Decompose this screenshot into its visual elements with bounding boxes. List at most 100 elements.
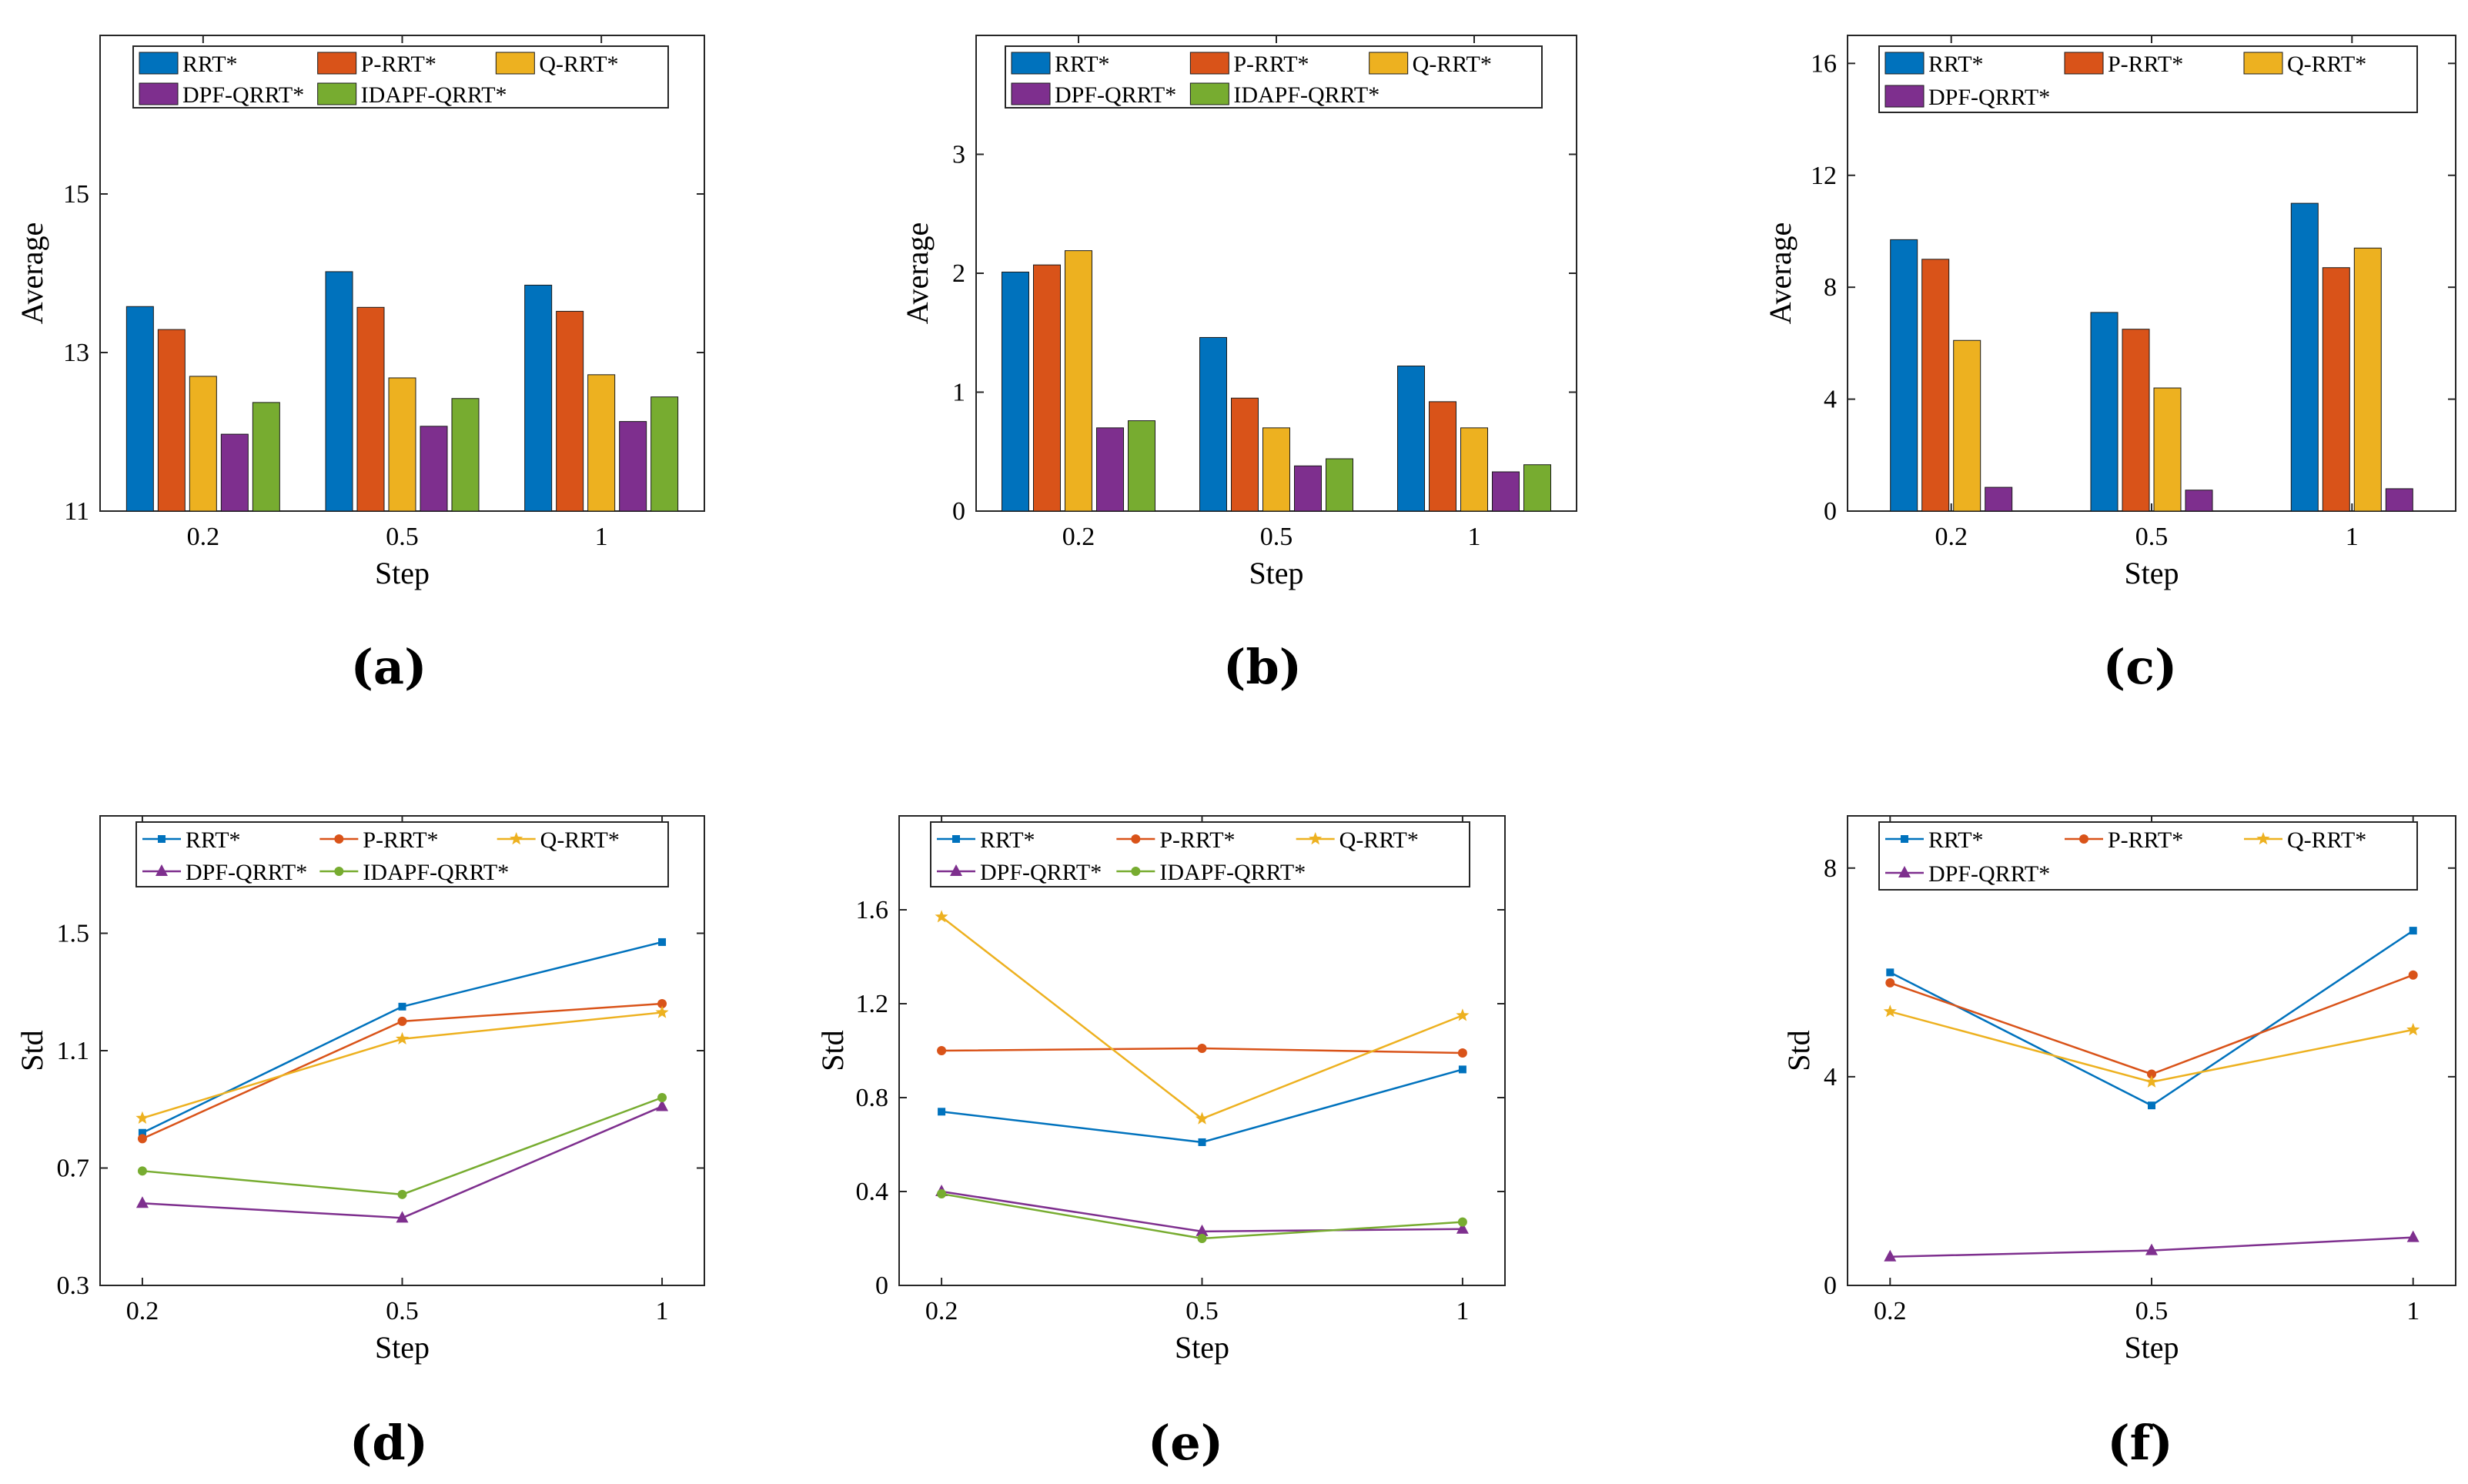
legend-marker-rrt-star xyxy=(158,835,166,843)
legend-swatch-dpf-qrrt-star xyxy=(139,82,179,105)
legend-label-q-rrt-star: Q-RRT* xyxy=(2287,827,2366,853)
y-axis-label: Average xyxy=(1763,222,1797,325)
point-p-rrt-star xyxy=(1197,1043,1207,1053)
legend-label-q-rrt-star: Q-RRT* xyxy=(1339,827,1419,853)
bar-p-rrt-star xyxy=(1231,397,1259,512)
point-q-rrt-star xyxy=(2145,1075,2159,1088)
bar-rrt-star xyxy=(1397,366,1426,512)
y-tick-label: 4 xyxy=(1824,1063,1837,1091)
legend-marker-q-rrt-star xyxy=(2256,832,2270,845)
x-axis-label: Step xyxy=(375,556,430,590)
point-q-rrt-star xyxy=(1195,1111,1209,1125)
y-tick-label: 1.1 xyxy=(57,1037,90,1065)
point-q-rrt-star xyxy=(935,910,948,923)
bar-p-rrt-star xyxy=(2122,329,2150,512)
legend: RRT* P-RRT* Q-RRT* DPF-QRRT* IDAPF-QRRT* xyxy=(135,821,669,887)
y-tick-label: 13 xyxy=(63,339,89,367)
point-p-rrt-star xyxy=(137,1134,147,1144)
bar-q-rrt-star xyxy=(2353,247,2382,512)
bar-q-rrt-star xyxy=(388,377,416,512)
legend-box xyxy=(1878,45,2418,113)
point-idapf-qrrt-star xyxy=(397,1189,407,1199)
chart-1: 0 1 2 3 0.2 0.5 1 Step Average RRT* P-RRT* Q-RRT* DP… xyxy=(900,35,1577,695)
point-dpf-qrrt-star xyxy=(1456,1222,1469,1234)
legend-label-q-rrt-star: Q-RRT* xyxy=(540,827,620,853)
legend-marker-dpf-qrrt-star xyxy=(156,864,168,876)
legend-label-p-rrt-star: P-RRT* xyxy=(1233,52,1309,77)
x-tick-label: 0.2 xyxy=(1874,1297,1907,1325)
point-rrt-star xyxy=(1458,1065,1466,1074)
legend: RRT* P-RRT* Q-RRT* DPF-QRRT* IDAPF-QRRT* xyxy=(1005,45,1543,109)
legend-swatch-q-rrt-star xyxy=(1369,52,1409,75)
legend-label-idapf-qrrt-star: IDAPF-QRRT* xyxy=(361,82,507,108)
y-axis-label: Std xyxy=(815,1030,850,1071)
legend-label-p-rrt-star: P-RRT* xyxy=(2108,52,2183,77)
point-dpf-qrrt-star xyxy=(2406,1230,2420,1242)
bar-q-rrt-star xyxy=(1262,427,1290,512)
point-dpf-qrrt-star xyxy=(656,1099,669,1111)
point-dpf-qrrt-star xyxy=(1196,1224,1209,1236)
legend-marker-idapf-qrrt-star xyxy=(1131,867,1141,876)
y-tick-label: 8 xyxy=(1824,854,1837,883)
legend-swatch-rrt-star xyxy=(1011,52,1051,75)
bar-p-rrt-star xyxy=(1429,401,1457,512)
legend-marker-dpf-qrrt-star xyxy=(950,864,962,876)
line-q-rrt-star xyxy=(142,1011,663,1119)
legend-label-rrt-star: RRT* xyxy=(980,827,1035,853)
point-q-rrt-star xyxy=(395,1031,410,1044)
legend-label-rrt-star: RRT* xyxy=(182,52,238,77)
legend-label-p-rrt-star: P-RRT* xyxy=(2108,827,2183,853)
chart-2: 0 4 8 12 16 0.2 0.5 1 Step Average RRT* P-RRT* Q-RRT… xyxy=(1763,35,2456,695)
x-tick-label: 0.2 xyxy=(925,1297,958,1325)
legend-label-dpf-qrrt-star: DPF-QRRT* xyxy=(182,82,304,108)
panel-label: (d) xyxy=(349,1415,428,1471)
x-axis-label: Step xyxy=(1175,1330,1229,1365)
point-p-rrt-star xyxy=(2408,970,2418,980)
x-tick-label: 1 xyxy=(656,1297,669,1325)
x-tick-label: 0.2 xyxy=(1062,523,1095,551)
legend-label-dpf-qrrt-star: DPF-QRRT* xyxy=(1928,861,2050,887)
bar-dpf-qrrt-star xyxy=(1985,486,2013,512)
legend-marker-p-rrt-star xyxy=(334,834,344,844)
bar-idapf-qrrt-star xyxy=(252,402,280,512)
legend: RRT* P-RRT* Q-RRT* DPF-QRRT* xyxy=(1878,821,2418,891)
legend-marker-q-rrt-star xyxy=(1309,832,1323,845)
point-rrt-star xyxy=(138,1128,146,1137)
panel-label: (b) xyxy=(1223,639,1302,695)
legend: RRT* P-RRT* Q-RRT* DPF-QRRT* xyxy=(1878,45,2418,113)
legend-box xyxy=(1878,821,2418,891)
y-tick-label: 4 xyxy=(1824,386,1837,414)
x-tick-label: 0.2 xyxy=(1935,523,1968,551)
y-tick-label: 1.2 xyxy=(856,990,889,1018)
bar-q-rrt-star xyxy=(587,374,616,512)
y-tick-label: 11 xyxy=(64,497,89,526)
legend-swatch-p-rrt-star xyxy=(2064,52,2104,75)
legend-label-p-rrt-star: P-RRT* xyxy=(363,827,438,853)
y-tick-label: 16 xyxy=(1811,49,1837,78)
legend-marker-idapf-qrrt-star xyxy=(334,867,344,876)
bar-p-rrt-star xyxy=(157,329,186,512)
legend-swatch-dpf-qrrt-star xyxy=(1884,85,1925,108)
legend-swatch-rrt-star xyxy=(139,52,179,75)
bar-p-rrt-star xyxy=(556,310,584,512)
bar-idapf-qrrt-star xyxy=(1127,420,1155,512)
legend-label-idapf-qrrt-star: IDAPF-QRRT* xyxy=(363,860,509,885)
bar-idapf-qrrt-star xyxy=(650,396,679,512)
point-q-rrt-star xyxy=(1883,1004,1897,1018)
point-rrt-star xyxy=(1198,1138,1206,1146)
bar-p-rrt-star xyxy=(356,306,385,512)
y-tick-label: 0.8 xyxy=(856,1084,889,1112)
y-tick-label: 2 xyxy=(952,259,965,288)
x-axis-label: Step xyxy=(375,1330,430,1365)
y-tick-label: 0 xyxy=(1824,497,1837,526)
point-idapf-qrrt-star xyxy=(657,1093,667,1102)
y-tick-label: 0 xyxy=(875,1272,888,1300)
legend-label-rrt-star: RRT* xyxy=(1055,52,1110,77)
legend-marker-rrt-star xyxy=(952,835,960,843)
point-rrt-star xyxy=(2148,1101,2155,1110)
bar-rrt-star xyxy=(524,284,553,512)
point-p-rrt-star xyxy=(1885,978,1895,988)
bar-q-rrt-star xyxy=(189,376,217,512)
x-tick-label: 0.5 xyxy=(2135,1297,2169,1325)
legend-label-rrt-star: RRT* xyxy=(1928,827,1984,853)
